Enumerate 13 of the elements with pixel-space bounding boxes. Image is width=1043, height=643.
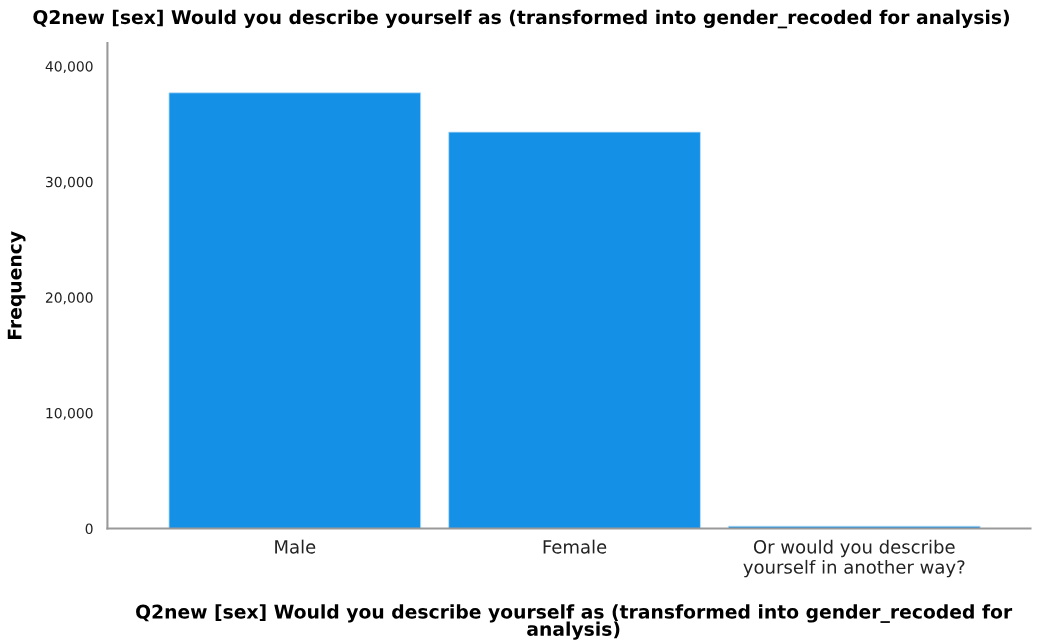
chart-title: Q2new [sex] Would you describe yourself as (transformed into gender_recoded for analysis) (33, 9, 1009, 29)
y-tick-label: 0 (85, 523, 93, 535)
y-tick-label: 10,000 (46, 407, 93, 420)
x-axis-title: Q2new [sex] Would you describe yourself as (transformed into gender_recoded for analysis) (136, 604, 1013, 640)
y-axis-title: Frequency (7, 231, 26, 339)
y-tick-label: 40,000 (45, 61, 93, 74)
bar (448, 131, 701, 529)
y-tick-label: 20,000 (45, 292, 93, 305)
x-tick-label: Male (275, 539, 316, 554)
bar (168, 92, 422, 529)
y-tick-label: 30,000 (46, 176, 93, 189)
x-tick-label: Female (543, 539, 607, 554)
x-tick-label: Or would you describe yourself in another way? (743, 539, 965, 578)
